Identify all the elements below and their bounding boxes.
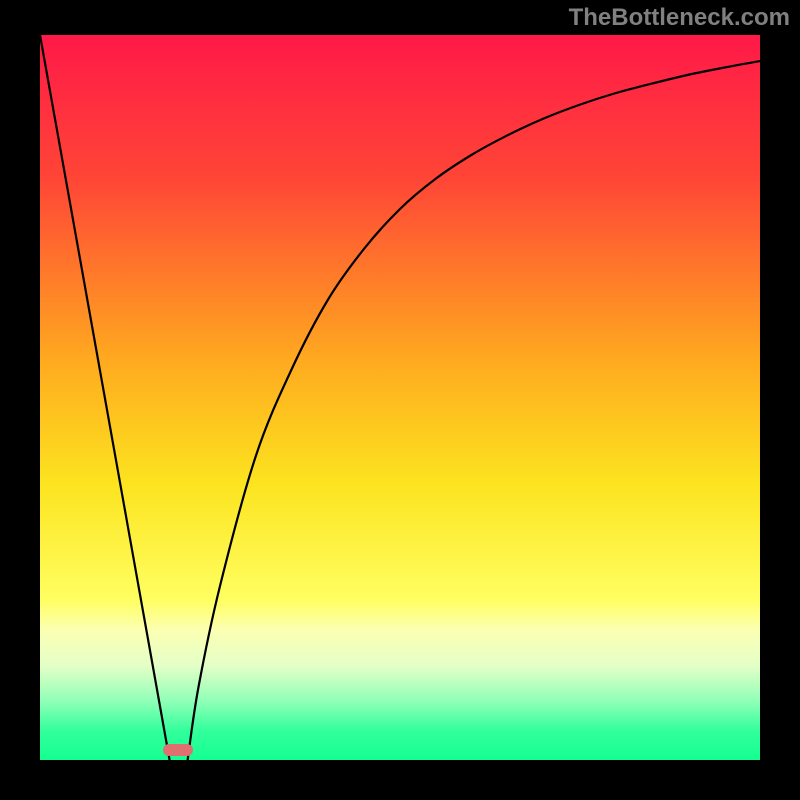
watermark-text: TheBottleneck.com — [569, 4, 790, 32]
bottleneck-curve — [40, 35, 760, 760]
optimal-marker — [163, 744, 193, 756]
plot-area — [40, 35, 760, 760]
